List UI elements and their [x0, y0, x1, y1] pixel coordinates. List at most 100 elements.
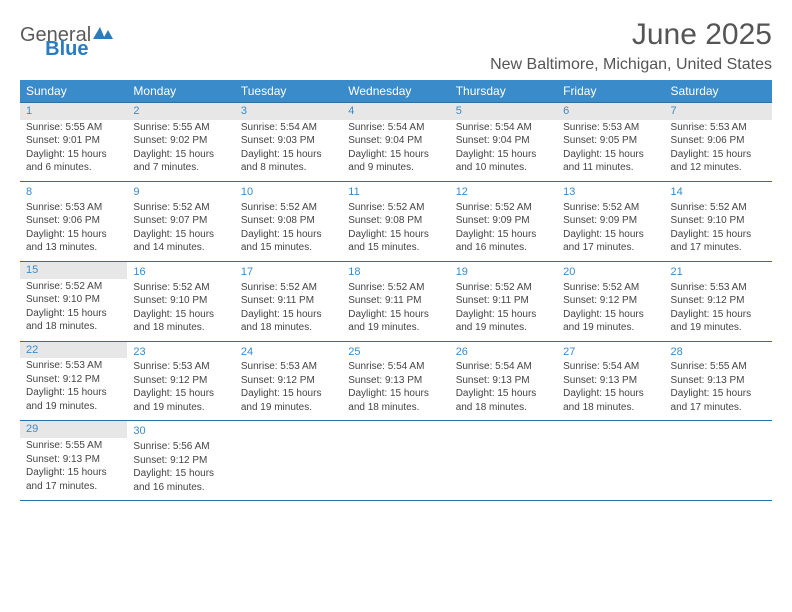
day-info: Sunset: 9:13 PM [563, 374, 658, 388]
day-info: and 11 minutes. [563, 161, 658, 175]
day-info: and 18 minutes. [26, 320, 121, 334]
day-info: Sunrise: 5:53 AM [26, 359, 121, 373]
day-info: and 13 minutes. [26, 241, 121, 255]
day-info: Sunset: 9:12 PM [563, 294, 658, 308]
day-info: Sunrise: 5:54 AM [348, 360, 443, 374]
day-info: and 19 minutes. [348, 321, 443, 335]
day-cell: 6Sunrise: 5:53 AMSunset: 9:05 PMDaylight… [557, 103, 664, 182]
day-number: 21 [671, 265, 766, 280]
day-number: 25 [348, 345, 443, 360]
day-info: Sunrise: 5:52 AM [133, 281, 228, 295]
day-cell: 27Sunrise: 5:54 AMSunset: 9:13 PMDayligh… [557, 341, 664, 421]
day-info: Daylight: 15 hours [456, 308, 551, 322]
day-info: and 17 minutes. [671, 241, 766, 255]
day-cell: 28Sunrise: 5:55 AMSunset: 9:13 PMDayligh… [665, 341, 772, 421]
day-info: Sunrise: 5:52 AM [348, 281, 443, 295]
day-cell: 23Sunrise: 5:53 AMSunset: 9:12 PMDayligh… [127, 341, 234, 421]
day-info: and 10 minutes. [456, 161, 551, 175]
day-cell: 17Sunrise: 5:52 AMSunset: 9:11 PMDayligh… [235, 261, 342, 341]
day-cell [557, 421, 664, 501]
col-mon: Monday [127, 80, 234, 103]
day-info: Daylight: 15 hours [241, 228, 336, 242]
day-header-row: Sunday Monday Tuesday Wednesday Thursday… [20, 80, 772, 103]
day-info: Sunrise: 5:52 AM [241, 201, 336, 215]
day-info: and 18 minutes. [563, 401, 658, 415]
day-cell: 20Sunrise: 5:52 AMSunset: 9:12 PMDayligh… [557, 261, 664, 341]
day-info: Daylight: 15 hours [26, 307, 121, 321]
day-info: Daylight: 15 hours [563, 387, 658, 401]
day-info: Sunrise: 5:53 AM [133, 360, 228, 374]
day-info: and 19 minutes. [241, 401, 336, 415]
day-info: Sunset: 9:12 PM [133, 454, 228, 468]
col-wed: Wednesday [342, 80, 449, 103]
day-info: Sunset: 9:05 PM [563, 134, 658, 148]
day-info: Sunrise: 5:56 AM [133, 440, 228, 454]
day-info: Daylight: 15 hours [348, 148, 443, 162]
day-info: Sunrise: 5:52 AM [563, 281, 658, 295]
day-cell: 13Sunrise: 5:52 AMSunset: 9:09 PMDayligh… [557, 181, 664, 261]
day-info: Daylight: 15 hours [671, 387, 766, 401]
col-fri: Friday [557, 80, 664, 103]
logo: General Blue [20, 18, 161, 47]
day-info: Daylight: 15 hours [671, 308, 766, 322]
day-info: and 17 minutes. [563, 241, 658, 255]
day-cell: 12Sunrise: 5:52 AMSunset: 9:09 PMDayligh… [450, 181, 557, 261]
week-row: 1Sunrise: 5:55 AMSunset: 9:01 PMDaylight… [20, 103, 772, 182]
day-cell: 18Sunrise: 5:52 AMSunset: 9:11 PMDayligh… [342, 261, 449, 341]
day-cell: 3Sunrise: 5:54 AMSunset: 9:03 PMDaylight… [235, 103, 342, 182]
day-info: and 16 minutes. [133, 481, 228, 495]
day-cell [235, 421, 342, 501]
calendar-table: Sunday Monday Tuesday Wednesday Thursday… [20, 80, 772, 501]
day-info: Sunset: 9:13 PM [456, 374, 551, 388]
day-info: Sunset: 9:04 PM [456, 134, 551, 148]
col-tue: Tuesday [235, 80, 342, 103]
day-info: Daylight: 15 hours [671, 228, 766, 242]
day-number: 17 [241, 265, 336, 280]
day-info: and 12 minutes. [671, 161, 766, 175]
day-number: 6 [557, 103, 664, 120]
day-number: 1 [20, 103, 127, 120]
day-info: Sunset: 9:12 PM [671, 294, 766, 308]
day-info: Daylight: 15 hours [456, 148, 551, 162]
day-info: Daylight: 15 hours [133, 467, 228, 481]
day-number: 28 [671, 345, 766, 360]
day-info: and 7 minutes. [133, 161, 228, 175]
day-info: Sunrise: 5:54 AM [241, 121, 336, 135]
day-info: Daylight: 15 hours [133, 387, 228, 401]
day-number: 12 [456, 185, 551, 200]
day-info: Daylight: 15 hours [26, 228, 121, 242]
day-info: and 14 minutes. [133, 241, 228, 255]
day-info: Sunrise: 5:53 AM [241, 360, 336, 374]
day-cell [665, 421, 772, 501]
day-info: Daylight: 15 hours [241, 308, 336, 322]
day-info: Sunset: 9:11 PM [456, 294, 551, 308]
day-cell: 21Sunrise: 5:53 AMSunset: 9:12 PMDayligh… [665, 261, 772, 341]
day-cell: 26Sunrise: 5:54 AMSunset: 9:13 PMDayligh… [450, 341, 557, 421]
week-row: 22Sunrise: 5:53 AMSunset: 9:12 PMDayligh… [20, 341, 772, 421]
day-info: Daylight: 15 hours [563, 228, 658, 242]
day-number: 20 [563, 265, 658, 280]
day-info: Sunrise: 5:53 AM [563, 121, 658, 135]
day-cell: 30Sunrise: 5:56 AMSunset: 9:12 PMDayligh… [127, 421, 234, 501]
day-cell: 16Sunrise: 5:52 AMSunset: 9:10 PMDayligh… [127, 261, 234, 341]
day-info: and 9 minutes. [348, 161, 443, 175]
day-info: and 18 minutes. [241, 321, 336, 335]
day-info: Sunrise: 5:55 AM [133, 121, 228, 135]
day-info: and 15 minutes. [348, 241, 443, 255]
day-cell: 8Sunrise: 5:53 AMSunset: 9:06 PMDaylight… [20, 181, 127, 261]
day-info: Sunrise: 5:53 AM [671, 281, 766, 295]
day-number: 4 [342, 103, 449, 120]
day-cell: 7Sunrise: 5:53 AMSunset: 9:06 PMDaylight… [665, 103, 772, 182]
day-number: 29 [20, 421, 127, 438]
day-cell [342, 421, 449, 501]
day-info: Sunrise: 5:53 AM [671, 121, 766, 135]
day-info: and 19 minutes. [133, 401, 228, 415]
page-header: General Blue June 2025 New Baltimore, Mi… [20, 18, 772, 74]
day-info: Sunrise: 5:54 AM [563, 360, 658, 374]
day-cell: 1Sunrise: 5:55 AMSunset: 9:01 PMDaylight… [20, 103, 127, 182]
day-info: Sunrise: 5:52 AM [456, 281, 551, 295]
day-info: Sunset: 9:06 PM [671, 134, 766, 148]
day-info: Daylight: 15 hours [133, 148, 228, 162]
day-cell: 29Sunrise: 5:55 AMSunset: 9:13 PMDayligh… [20, 421, 127, 501]
day-info: Sunrise: 5:55 AM [26, 121, 121, 135]
